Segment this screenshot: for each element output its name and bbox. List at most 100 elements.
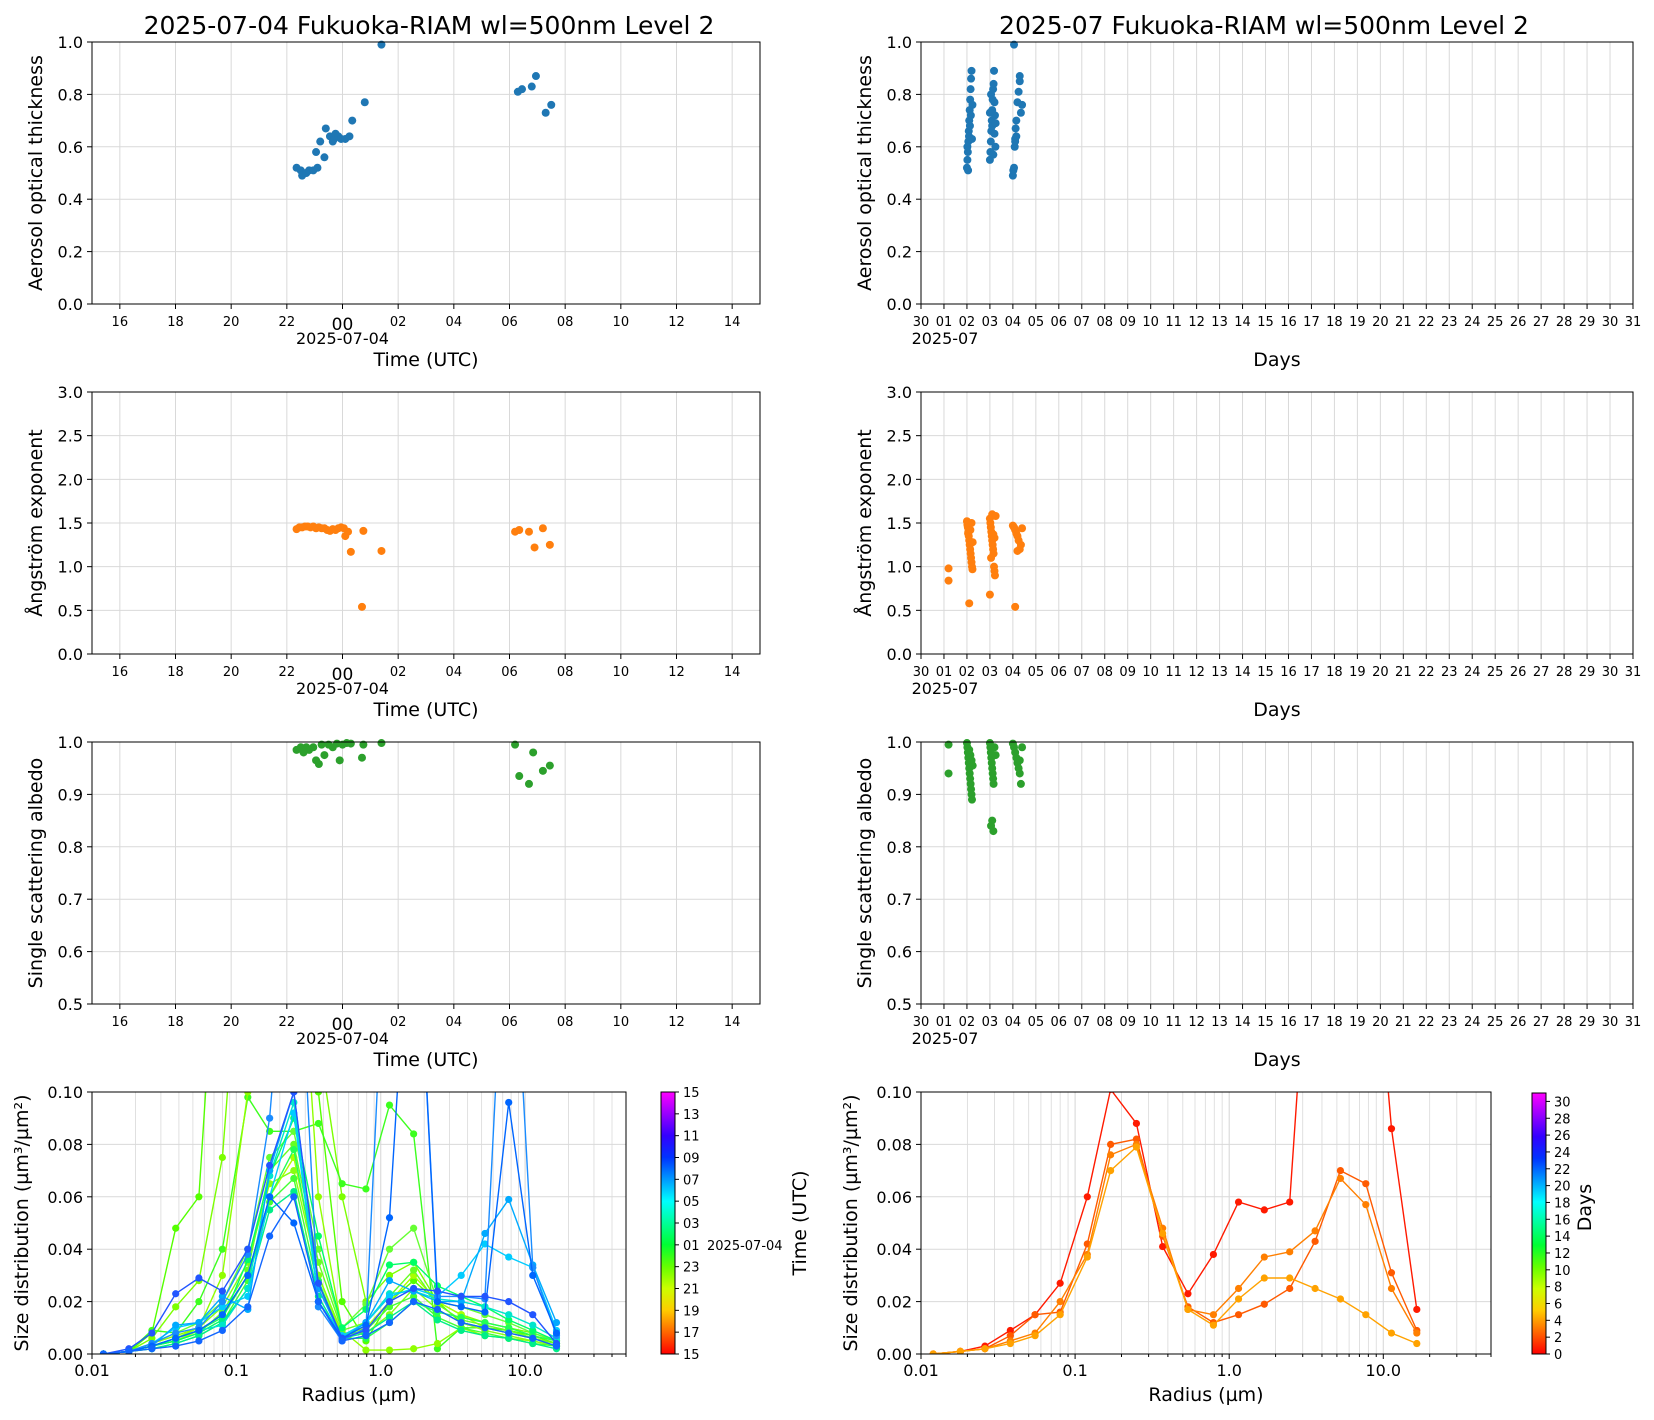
x-axis-label: Radius (µm) [1148,1384,1263,1406]
data-point [968,538,977,547]
colorbar-tick-label: 12 [1554,1247,1571,1262]
data-point [290,1140,298,1148]
data-point [244,1245,252,1253]
data-point [552,1342,561,1350]
x-tick-label: 08 [1096,315,1113,330]
x-tick-label: 16 [112,315,129,330]
data-point [505,1334,513,1342]
x-tick-label: 30 [1602,1015,1619,1030]
colorbar-tick-label: 15 [683,1086,700,1101]
data-point [968,100,977,109]
data-point [385,1271,394,1279]
y-tick-label: 0.00 [876,1345,912,1364]
y-tick-label: 0.8 [887,838,912,857]
colorbar [1531,1092,1547,1355]
x-tick-label: 20 [223,315,240,330]
data-point [457,1326,465,1335]
data-point [1311,1237,1319,1245]
x-tick-label: 10.0 [507,1361,543,1380]
y-axis-label: Size distribution (µm³/µm²) [11,1094,33,1351]
data-point [1413,1305,1421,1314]
data-point [1012,116,1021,125]
data-point [1132,1119,1141,1128]
y-tick-label: 0.7 [58,890,83,909]
x-tick-label: 10 [1142,315,1159,330]
x-tick-label: 11 [1165,665,1182,680]
data-point [991,512,1000,521]
x-tick-label: 10 [613,665,630,680]
data-point [531,72,540,81]
plot-frame [920,391,1634,655]
x-tick-label: 20 [223,1015,240,1030]
colorbar-tick-label: 14 [1554,1230,1571,1245]
x-tick-label: 08 [1096,665,1113,680]
data-point [1031,1332,1039,1340]
x-tick-label: 14 [1234,1015,1251,1030]
right-title: 2025-07 Fukuoka-RIAM wl=500nm Level 2 [999,11,1529,40]
data-point [1260,1274,1268,1282]
x-tick-label: 12 [668,1015,685,1030]
data-point [359,526,368,535]
x-tick-label: 18 [167,665,184,680]
y-tick-label: 0.06 [876,1188,912,1207]
data-point [511,740,520,749]
daily-ssa-panel: 16 18 20 22 00 02 04 06 08 10 12 14 0.5 0.6 0.7 0.8 0.9 1… [25,733,761,1071]
data-point [457,1303,465,1311]
data-point [1056,1279,1064,1287]
data-point [1018,100,1027,109]
data-point [266,1193,274,1201]
x-tick-label: 05 [1028,1015,1045,1030]
data-point [357,602,366,611]
colorbar-date-label: 2025-07-04 [707,1239,783,1254]
colorbar-tick-label: 17 [683,1326,700,1341]
x-tick-label: 08 [557,665,574,680]
colorbar-tick-label: 13 [683,1108,700,1123]
x-tick-label: 06 [501,315,518,330]
data-point [1234,1311,1243,1319]
data-point [348,116,357,125]
y-tick-label: 0.9 [887,785,912,804]
data-point [1018,743,1027,752]
data-point [1107,1140,1115,1148]
data-point [195,1326,203,1335]
x-tick-label: 1.0 [1216,1361,1241,1380]
x-tick-label: 26 [1510,1015,1527,1030]
data-point [1387,1125,1396,1133]
data-point [1362,1201,1370,1209]
colorbar-tick-label: 03 [683,1217,700,1232]
data-point [1107,1167,1115,1175]
x-tick-label: 24 [1464,665,1481,680]
x-tick-label: 27 [1533,1015,1550,1030]
x-tick-label: 14 [724,1015,741,1030]
x-tick-label: 29 [1579,315,1596,330]
colorbar-tick-label: 07 [683,1173,700,1188]
colorbar-tick-label: 2 [1554,1331,1562,1346]
y-axis-label: Aerosol optical thickness [854,55,876,291]
data-point [148,1329,156,1337]
y-tick-label: 0.8 [58,838,83,857]
data-point [218,1321,226,1329]
data-point [1209,1250,1218,1259]
colorbar-tick-label: 11 [683,1130,700,1145]
data-point [345,132,354,141]
data-point [545,761,554,770]
data-point [1012,132,1021,141]
data-point [1387,1284,1396,1293]
x-tick-label: 20 [1372,315,1389,330]
data-point [266,1161,274,1169]
x-tick-label: 00 [332,1015,354,1035]
data-point [529,1271,537,1279]
daily-angstrom-panel: 16 18 20 22 00 02 04 06 08 10 12 14 0.0 0.5 1.0 1.5 2.0 2… [24,383,761,721]
data-point [1209,1311,1218,1319]
x-tick-label: 04 [446,315,463,330]
data-point [1260,1253,1268,1261]
y-tick-label: 0.02 [876,1293,912,1312]
x-tick-label: 30 [913,665,930,680]
data-point [1184,1305,1192,1314]
plot-frame [920,741,1634,1005]
data-point [1056,1298,1064,1306]
data-point [989,779,998,788]
data-point [1016,779,1025,788]
x-tick-label: 20 [1372,665,1389,680]
data-point [1286,1274,1294,1282]
